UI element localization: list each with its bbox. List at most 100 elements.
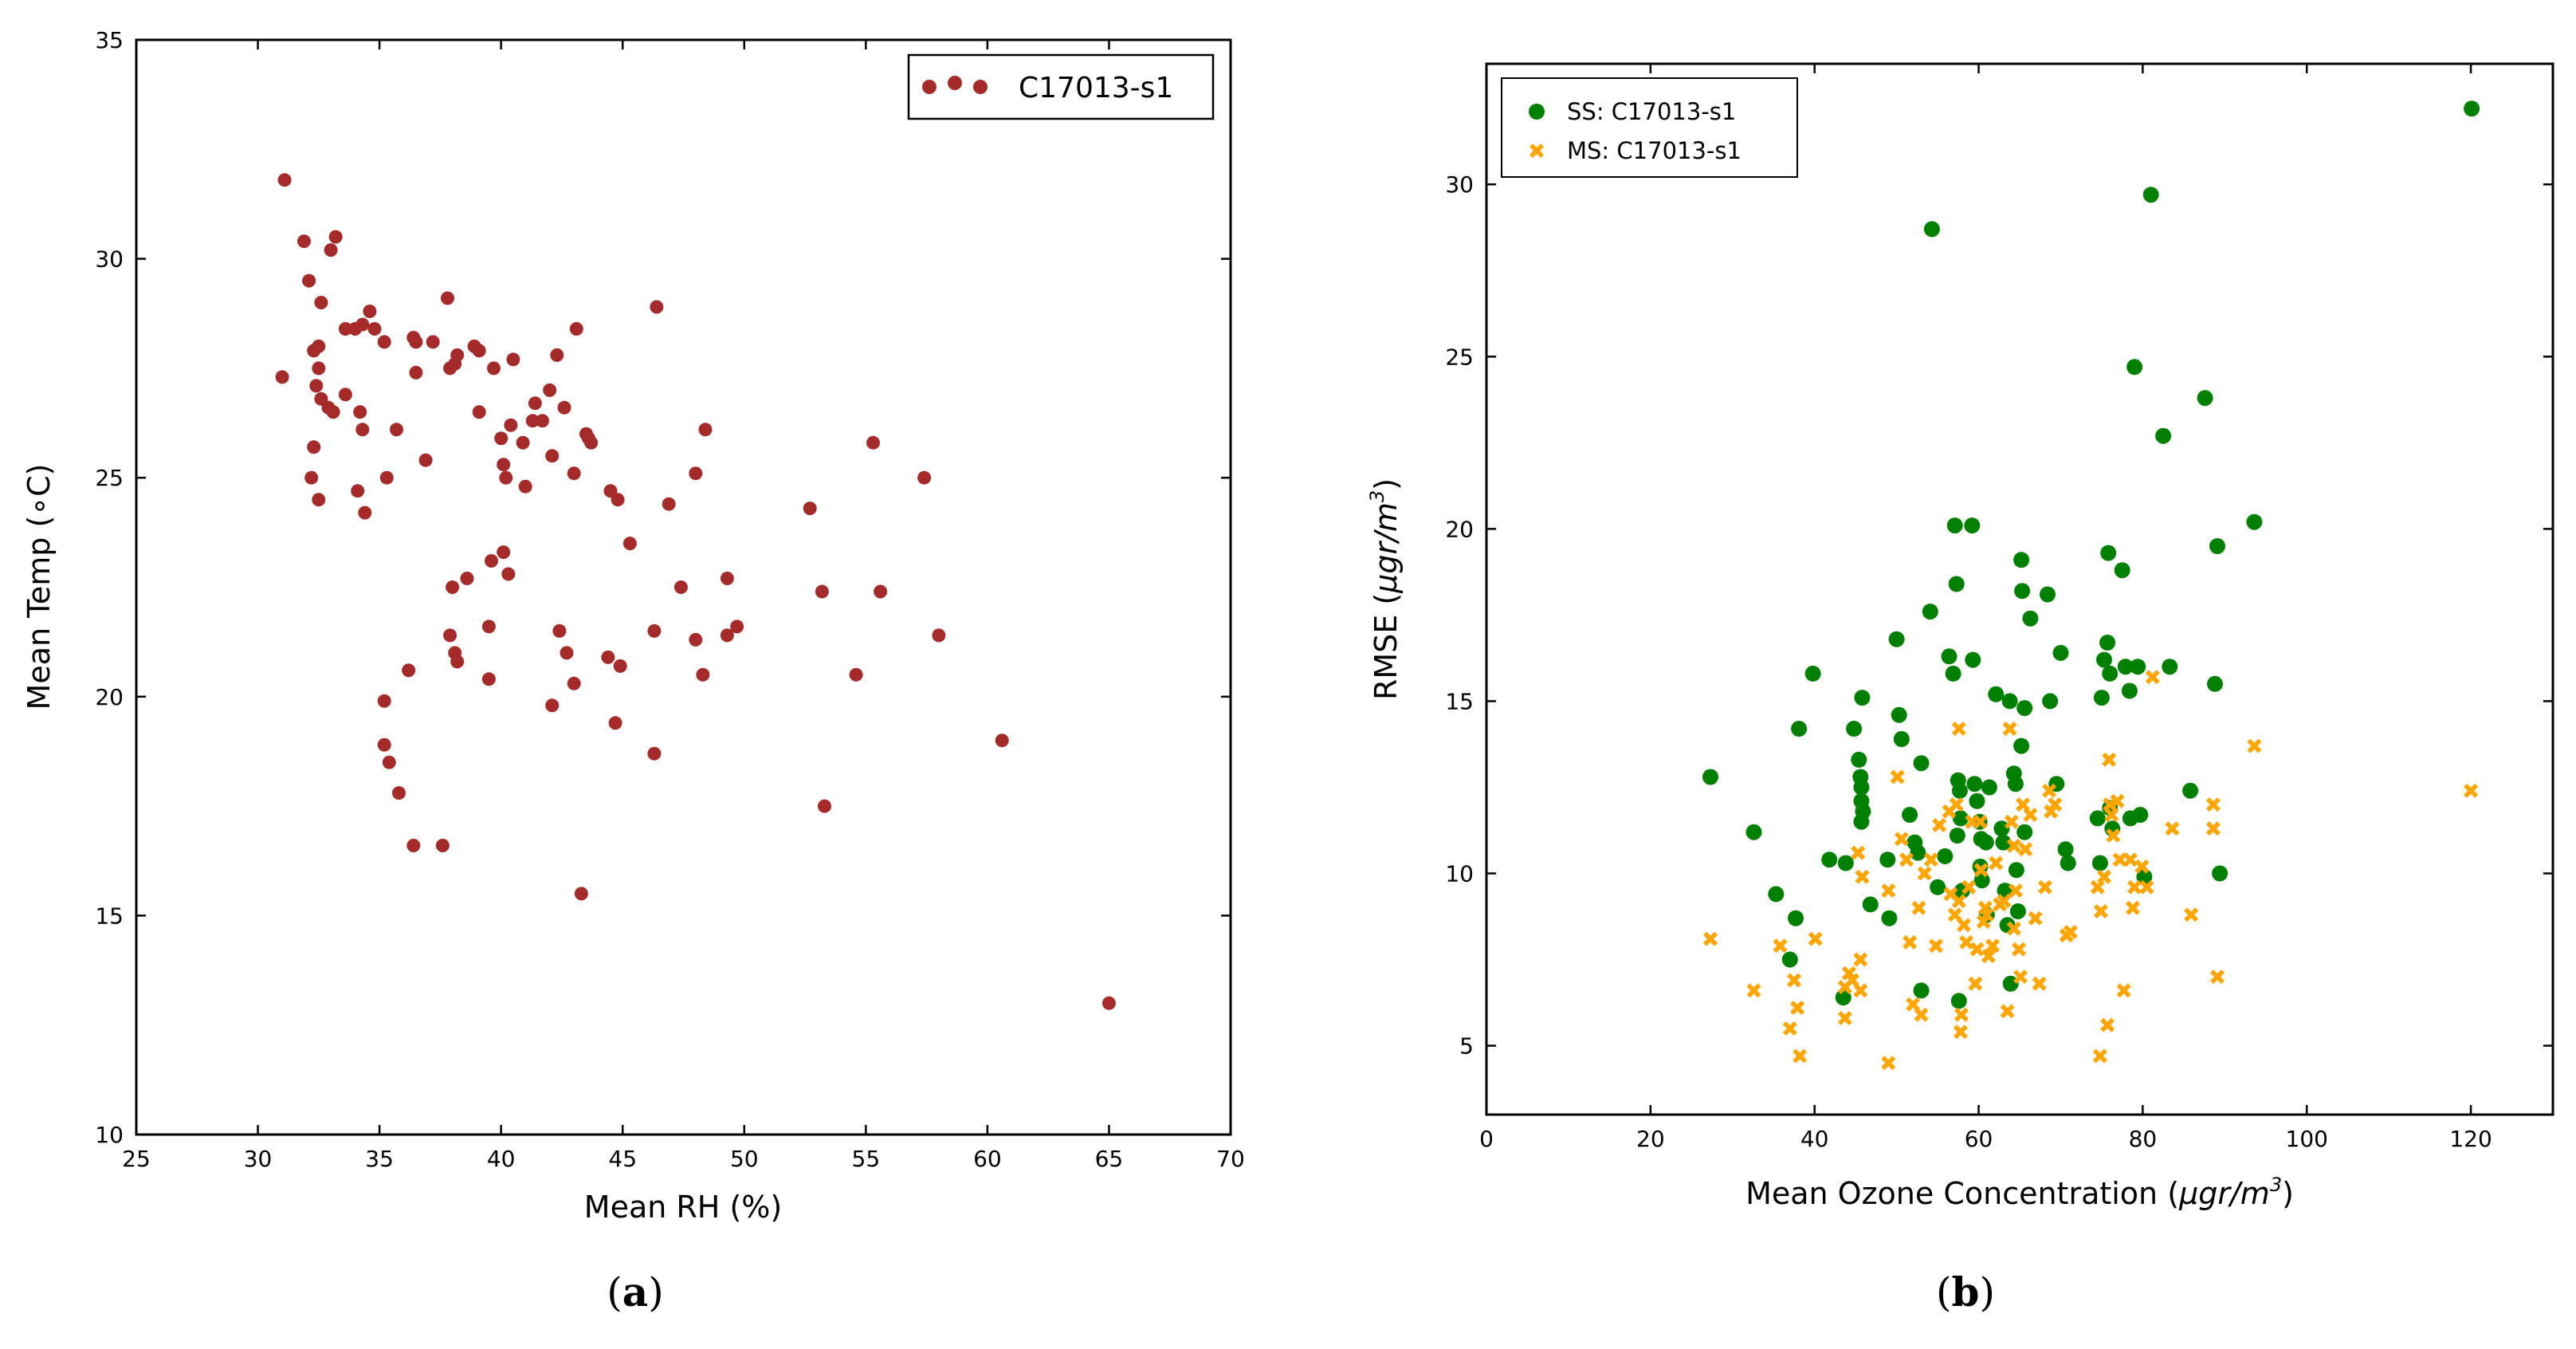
- panel-b-point-ss: [1973, 872, 1990, 889]
- panel-b-point-ss: [2022, 610, 2039, 627]
- panel-a-point-series-0: [497, 545, 511, 560]
- panel-b-point-ms: [1914, 1007, 1929, 1022]
- panel-a-point-series-0: [409, 365, 423, 380]
- panel-a-point-series-0: [622, 537, 637, 551]
- panel-b-point-ss: [2182, 782, 2199, 799]
- panel-b-x-tick-label: 120: [2449, 1126, 2492, 1152]
- panel-b-point-ms: [1793, 1048, 1808, 1064]
- panel-b-point-ss: [1888, 631, 1905, 647]
- panel-b-point-ms: [1929, 938, 1943, 954]
- panel-b-point-ss: [2013, 552, 2030, 568]
- panel-b-point-ms: [1782, 1021, 1797, 1036]
- panel-a-point-series-0: [567, 676, 581, 690]
- panel-a-point-series-0: [995, 733, 1009, 748]
- panel-b-point-ss: [1948, 576, 1965, 592]
- panel-a-point-series-0: [866, 435, 880, 450]
- panel-b-point-ss: [1988, 686, 2005, 702]
- panel-b-point-ms: [2023, 808, 2038, 822]
- panel-a-point-series-0: [803, 501, 817, 516]
- panel-b-point-ms: [2028, 910, 2043, 926]
- panel-a-point-series-0: [815, 584, 829, 599]
- panel-a-point-series-0: [358, 505, 372, 520]
- panel-a-point-series-0: [472, 405, 486, 419]
- panel-a-point-series-0: [874, 584, 888, 599]
- panel-a-point-series-0: [818, 799, 831, 813]
- panel-b-point-ss: [1881, 910, 1898, 926]
- panel-b-point-ss: [1854, 690, 1871, 706]
- panel-b-point-ss: [1893, 731, 1910, 747]
- panel-a-point-series-0: [328, 230, 343, 244]
- panel-b-point-ms: [1969, 942, 1985, 957]
- panel-b-point-ss: [1913, 982, 1930, 999]
- panel-a-point-series-0: [355, 423, 370, 437]
- panel-a-point-series-0: [528, 396, 542, 411]
- panel-a-point-series-0: [307, 440, 321, 454]
- panel-b-point-ss: [1910, 844, 1926, 861]
- panel-b-x-tick-label: 80: [2129, 1126, 2158, 1152]
- panel-a-point-series-0: [312, 493, 326, 507]
- panel-b-point-ss: [1853, 779, 1870, 796]
- panel-b-point-ms: [2097, 869, 2111, 884]
- panel-a-point-series-0: [472, 344, 486, 358]
- panel-a-point-series-0: [409, 335, 423, 349]
- panel-b-point-ms: [1808, 931, 1823, 946]
- panel-a-point-series-0: [377, 335, 391, 349]
- panel-b-point-ms: [2004, 814, 2019, 829]
- panel-b-point-ss: [1702, 769, 1718, 785]
- panel-b-point-ss: [1862, 896, 1879, 913]
- panel-a-point-series-0: [406, 839, 421, 852]
- panel-a-point-series-0: [689, 632, 703, 647]
- panel-a-point-series-0: [324, 243, 338, 258]
- panel-a-point-series-0: [698, 423, 713, 437]
- panel-b-y-tick-label: 20: [1445, 516, 1474, 542]
- panel-a-x-axis-label: Mean RH (%): [584, 1190, 782, 1225]
- panel-a-point-series-0: [849, 667, 863, 682]
- panel-b-point-ss: [2197, 390, 2213, 407]
- panel-b-point-ms: [1894, 832, 1909, 847]
- panel-b-point-ms: [2012, 942, 2026, 957]
- panel-b-point-ss: [2126, 359, 2143, 376]
- panel-a-point-series-0: [720, 572, 734, 585]
- panel-a-point-series-0: [536, 414, 549, 428]
- panel-b-point-ss: [2162, 659, 2178, 675]
- panel-a-point-series-0: [450, 348, 465, 362]
- panel-b-point-ss: [1835, 989, 1852, 1006]
- panel-b-point-ss: [2099, 635, 2116, 651]
- panel-a-points: [275, 173, 1116, 1010]
- panel-a-point-series-0: [545, 449, 560, 463]
- panel-a-point-series-0: [450, 655, 465, 669]
- panel-b-point-ss: [2136, 868, 2153, 885]
- panel-b-point-ss: [2142, 187, 2159, 203]
- panel-a-point-series-0: [312, 361, 326, 376]
- panel-b-point-ms: [1853, 952, 1868, 967]
- panel-b-point-ms: [1881, 883, 1896, 899]
- panel-a-point-series-0: [443, 628, 457, 643]
- panel-a-point-series-0: [504, 418, 518, 432]
- panel-a-legend: C17013-s1: [907, 53, 1215, 120]
- panel-a-point-series-0: [460, 572, 474, 585]
- panel-a-point-series-0: [379, 470, 394, 485]
- panel-b-point-ss: [2155, 427, 2172, 444]
- panel-a-point-series-0: [917, 470, 932, 485]
- panel-b-point-ss: [1965, 651, 1981, 668]
- panel-b-point-ss: [1781, 951, 1798, 968]
- panel-a-point-series-0: [574, 887, 588, 901]
- panel-b-point-ss: [2091, 855, 2108, 871]
- panel-b-point-ms: [2102, 752, 2117, 767]
- panel-b-point-ss: [2089, 810, 2106, 827]
- panel-a-point-series-0: [382, 755, 396, 769]
- panel-b-point-ss: [2464, 100, 2480, 117]
- panel-a-point-series-0: [584, 435, 599, 450]
- panel-a-ticks: 25 30 35 40 45 50 55 60 65 70 10 15 20 25 30 35: [95, 27, 1244, 1172]
- panel-a-point-series-0: [689, 466, 703, 481]
- panel-a-point-series-0: [390, 423, 403, 437]
- panel-b-point-ms: [2013, 969, 2028, 985]
- panel-b-point-ms: [1903, 934, 1918, 950]
- panel-b-point-ss: [1969, 792, 1985, 809]
- panel-b-point-ss: [2246, 513, 2263, 530]
- panel-b-point-ms: [2116, 983, 2131, 998]
- panel-b-point-ss: [2114, 562, 2130, 579]
- panel-a-point-series-0: [351, 484, 365, 498]
- panel-a-point-series-0: [543, 383, 557, 397]
- panel-a-point-series-0: [613, 659, 627, 673]
